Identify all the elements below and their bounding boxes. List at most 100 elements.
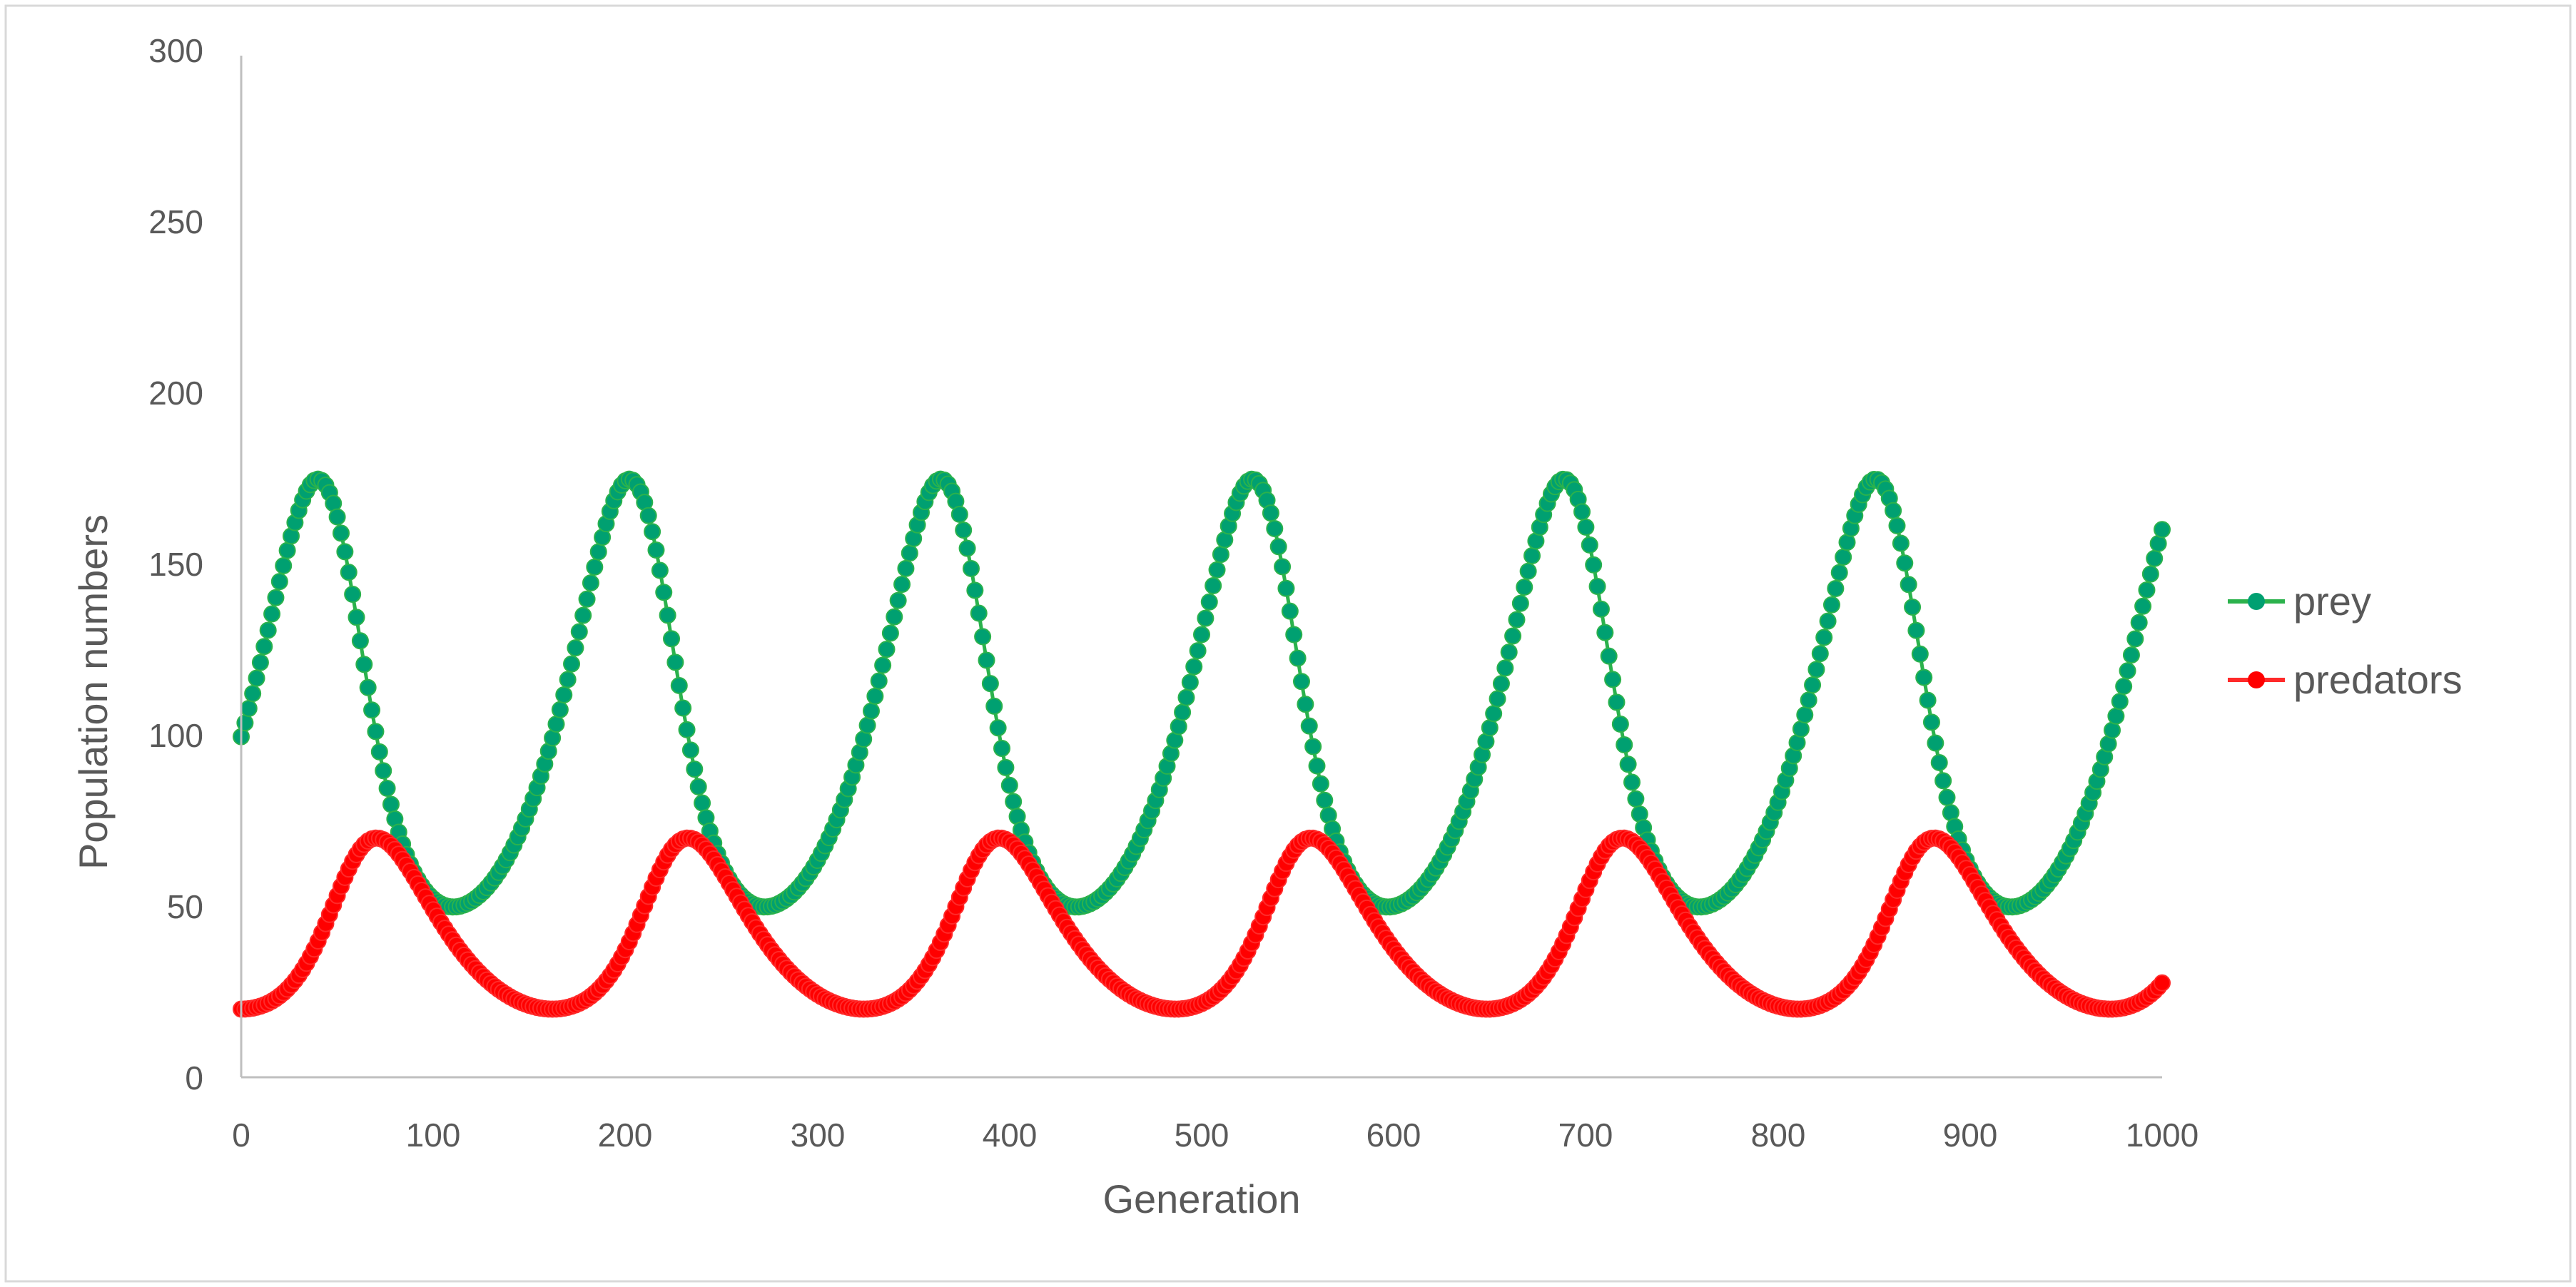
prey-data-point xyxy=(950,505,968,523)
legend-label-prey: prey xyxy=(2293,579,2371,624)
prey-data-point xyxy=(1608,693,1626,711)
prey-data-point xyxy=(1807,661,1825,678)
prey-data-point xyxy=(889,591,907,609)
prey-data-point xyxy=(966,581,984,599)
prey-data-point xyxy=(1500,644,1518,661)
prey-data-point xyxy=(647,541,665,559)
prey-data-point xyxy=(870,672,888,690)
prey-data-point xyxy=(1627,790,1645,808)
prey-data-point xyxy=(2122,646,2140,664)
y-tick-label: 0 xyxy=(185,1059,203,1097)
prey-data-point xyxy=(1611,715,1629,733)
prey-data-point xyxy=(1592,600,1610,618)
prey-data-point xyxy=(2111,693,2129,711)
prey-data-point xyxy=(1523,547,1541,565)
legend-label-predators: predators xyxy=(2293,657,2463,702)
prey-data-point xyxy=(1922,713,1940,731)
prey-data-point xyxy=(1519,562,1537,580)
prey-data-point xyxy=(1930,753,1948,771)
prey-data-point xyxy=(2154,521,2171,539)
prey-data-point xyxy=(586,558,604,576)
prey-data-point xyxy=(858,716,876,734)
prey-data-point xyxy=(1274,558,1292,576)
prey-data-point xyxy=(2134,597,2152,615)
prey-data-point xyxy=(1581,536,1598,554)
prey-data-point xyxy=(644,523,661,541)
prey-data-point xyxy=(1508,611,1526,629)
prey-data-point xyxy=(570,623,588,641)
prey-data-point xyxy=(1600,647,1618,665)
prey-data-point xyxy=(674,699,692,717)
prey-data-point xyxy=(659,606,676,624)
x-tick-label: 1000 xyxy=(2126,1116,2199,1154)
y-tick-label: 250 xyxy=(148,203,203,240)
prey-data-point xyxy=(1496,659,1514,677)
x-axis-label: Generation xyxy=(1102,1176,1300,1221)
prey-data-point xyxy=(666,653,684,671)
prey-data-point xyxy=(1200,593,1218,611)
prey-data-point xyxy=(993,739,1011,757)
prey-data-point xyxy=(1516,579,1533,596)
prey-data-point xyxy=(255,638,273,656)
prey-data-point xyxy=(2138,581,2156,599)
prey-data-point xyxy=(958,539,976,557)
prey-data-point xyxy=(248,669,265,687)
prey-data-point xyxy=(2149,534,2167,552)
prey-data-point xyxy=(1485,705,1503,723)
prey-data-point xyxy=(1904,598,1922,616)
prey-data-point xyxy=(1181,673,1199,691)
prey-data-point xyxy=(244,685,262,703)
prey-data-point xyxy=(2119,662,2136,680)
prey-data-point xyxy=(1304,738,1322,756)
prey-data-point xyxy=(694,794,711,812)
prey-data-point xyxy=(1185,658,1203,676)
x-tick-label: 0 xyxy=(232,1116,250,1154)
prey-data-point xyxy=(2104,721,2121,739)
prey-data-point xyxy=(1197,609,1215,627)
prey-data-point xyxy=(663,630,681,648)
prey-data-point xyxy=(1585,556,1603,574)
prey-data-point xyxy=(240,700,258,717)
prey-data-point xyxy=(332,524,350,542)
prey-data-point xyxy=(862,702,880,720)
legend-item-predators[interactable]: predators xyxy=(2228,657,2463,702)
prey-data-point xyxy=(962,559,980,577)
prey-data-point xyxy=(236,714,254,732)
prey-data-point xyxy=(866,687,884,705)
prey-data-point xyxy=(589,543,607,561)
prey-data-point xyxy=(1827,580,1845,597)
prey-data-point xyxy=(344,586,362,604)
prey-data-point xyxy=(1938,788,1956,806)
prey-data-point xyxy=(1300,717,1318,735)
prey-data-point xyxy=(1796,706,1814,723)
prey-data-point xyxy=(1208,561,1226,579)
prey-data-point xyxy=(363,701,381,719)
y-tick-label: 150 xyxy=(148,546,203,583)
prey-data-point xyxy=(1934,772,1952,790)
prey-data-point xyxy=(893,576,911,594)
x-tick-label: 800 xyxy=(1751,1116,1806,1154)
prey-data-point xyxy=(689,778,707,795)
prey-data-point xyxy=(251,653,269,671)
legend-item-prey[interactable]: prey xyxy=(2228,579,2371,624)
y-axis-label: Population numbers xyxy=(71,514,116,870)
prey-data-point xyxy=(881,624,899,642)
x-tick-label: 900 xyxy=(1943,1116,1998,1154)
prey-data-point xyxy=(2130,614,2148,631)
prey-data-point xyxy=(1604,671,1622,688)
prey-data-point xyxy=(263,605,281,623)
prey-data-point xyxy=(1830,564,1848,581)
prey-data-point xyxy=(555,686,573,703)
prey-data-point xyxy=(681,741,699,759)
prey-data-point xyxy=(1573,503,1591,521)
prey-data-point xyxy=(559,671,577,688)
prey-data-point xyxy=(1205,577,1222,595)
prey-data-point xyxy=(878,641,896,658)
prey-data-point xyxy=(1811,645,1829,663)
prey-data-point xyxy=(336,543,354,561)
prey-data-point xyxy=(275,556,293,574)
x-tick-label: 200 xyxy=(598,1116,653,1154)
prey-data-point xyxy=(370,743,388,760)
